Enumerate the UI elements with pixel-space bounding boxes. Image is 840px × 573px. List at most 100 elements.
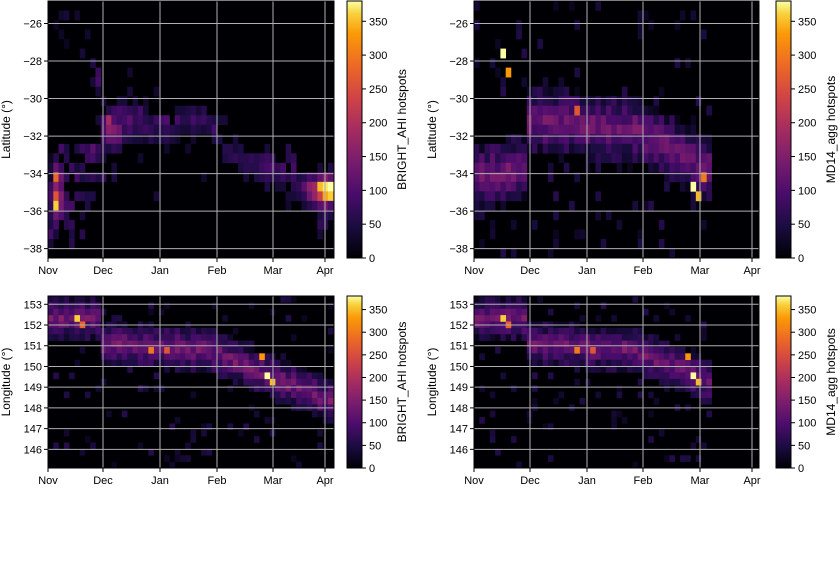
- heatmap-cell: [243, 162, 249, 173]
- heatmap-cell: [505, 308, 512, 316]
- heatmap-cell: [74, 302, 80, 310]
- heatmap-cell: [590, 96, 596, 107]
- heatmap-cell: [180, 327, 186, 335]
- heatmap-cell: [306, 191, 313, 202]
- heatmap-cell: [611, 115, 617, 126]
- heatmap-cell: [106, 410, 112, 418]
- heatmap-cell: [701, 372, 707, 380]
- heatmap-cell: [116, 96, 123, 107]
- x-tick-label: Jan: [578, 475, 596, 487]
- heatmap-cell: [495, 327, 501, 335]
- colorbar-label: MD14_agg hotspots: [824, 76, 838, 183]
- heatmap-cell: [301, 391, 308, 399]
- heatmap-cell: [637, 346, 644, 354]
- heatmap-cell: [280, 359, 286, 367]
- heatmap-cell: [648, 153, 654, 164]
- heatmap-cell: [479, 238, 485, 249]
- heatmap-cell: [63, 191, 70, 202]
- heatmap-cell: [180, 340, 186, 348]
- heatmap-cell: [584, 334, 591, 341]
- heatmap-cell: [90, 172, 96, 183]
- heatmap-cell: [158, 134, 165, 145]
- heatmap-cell: [637, 105, 644, 116]
- heatmap-cell: [296, 397, 302, 405]
- heatmap-cell: [153, 340, 160, 348]
- heatmap-cell: [674, 353, 681, 360]
- heatmap-cell: [664, 340, 670, 348]
- heatmap-cell: [164, 455, 170, 462]
- heatmap-cell: [327, 302, 334, 310]
- heatmap-cell: [627, 115, 633, 126]
- heatmap-cell: [516, 308, 522, 316]
- heatmap-cell: [296, 391, 302, 399]
- heatmap-cell: [206, 124, 213, 135]
- y-tick-label: 149: [24, 382, 42, 394]
- heatmap-cell: [685, 181, 691, 192]
- heatmap-cell: [516, 334, 522, 341]
- heatmap-cell: [505, 172, 512, 183]
- heatmap-cell: [611, 410, 617, 418]
- y-tick-label: 148: [450, 403, 468, 415]
- heatmap-cell: [53, 229, 59, 240]
- heatmap-cell: [116, 115, 123, 126]
- heatmap-cell: [238, 162, 244, 173]
- heatmap-cell: [489, 181, 496, 192]
- heatmap-cell: [653, 143, 660, 154]
- heatmap-cell: [190, 115, 197, 126]
- heatmap-cell: [484, 172, 491, 183]
- heatmap-cell: [137, 334, 144, 341]
- heatmap-cell: [79, 210, 86, 221]
- heatmap-cell: [685, 172, 691, 183]
- heatmap-cell: [69, 296, 75, 303]
- heatmap-cell: [106, 353, 112, 360]
- heatmap-cell: [532, 334, 538, 341]
- heatmap-cell: [127, 366, 133, 373]
- heatmap-cell: [222, 340, 228, 348]
- heatmap-cell: [569, 346, 575, 354]
- heatmap-cell: [685, 455, 691, 462]
- heatmap-cell: [547, 105, 554, 116]
- heatmap-cell: [317, 372, 323, 380]
- heatmap-cell: [111, 172, 117, 183]
- heatmap-cell: [532, 359, 538, 367]
- heatmap-cell: [637, 334, 644, 341]
- heatmap-cell: [474, 143, 480, 154]
- heatmap-cell: [643, 340, 649, 348]
- heatmap-cell: [174, 417, 181, 424]
- heatmap-cell: [590, 327, 596, 335]
- heatmap-cell: [621, 105, 628, 116]
- heatmap-cell: [637, 124, 644, 135]
- heatmap-cell: [275, 391, 281, 399]
- heatmap-cell: [327, 181, 334, 192]
- heatmap-cell: [275, 162, 281, 173]
- heatmap-cell: [574, 340, 580, 348]
- heatmap-cell: [632, 124, 639, 135]
- heatmap-cell: [542, 134, 549, 145]
- heatmap-cell: [664, 115, 670, 126]
- heatmap-cell: [243, 153, 249, 164]
- heatmap-cell: [637, 391, 644, 399]
- heatmap-cell: [121, 334, 128, 341]
- heatmap-cell: [243, 366, 249, 373]
- colorbar-tick-label: 50: [798, 440, 810, 452]
- heatmap-cell: [669, 366, 675, 373]
- heatmap-cell: [90, 191, 96, 202]
- heatmap-cell: [69, 372, 75, 380]
- heatmap-cell: [579, 105, 586, 116]
- heatmap-cell: [53, 372, 59, 380]
- heatmap-cell: [474, 315, 480, 322]
- heatmap-cell: [690, 346, 697, 354]
- heatmap-cell: [648, 359, 654, 367]
- heatmap-cell: [106, 134, 112, 145]
- heatmap-cell: [595, 315, 602, 322]
- heatmap-cell: [542, 86, 549, 97]
- heatmap-cell: [484, 181, 491, 192]
- heatmap-cell: [111, 315, 117, 322]
- heatmap-cell: [495, 67, 501, 78]
- heatmap-cell: [111, 359, 117, 367]
- heatmap-cell: [595, 366, 602, 373]
- heatmap-cell: [489, 315, 496, 322]
- heatmap-cell: [222, 359, 228, 367]
- heatmap-cell: [306, 172, 313, 183]
- heatmap-cell: [148, 346, 154, 354]
